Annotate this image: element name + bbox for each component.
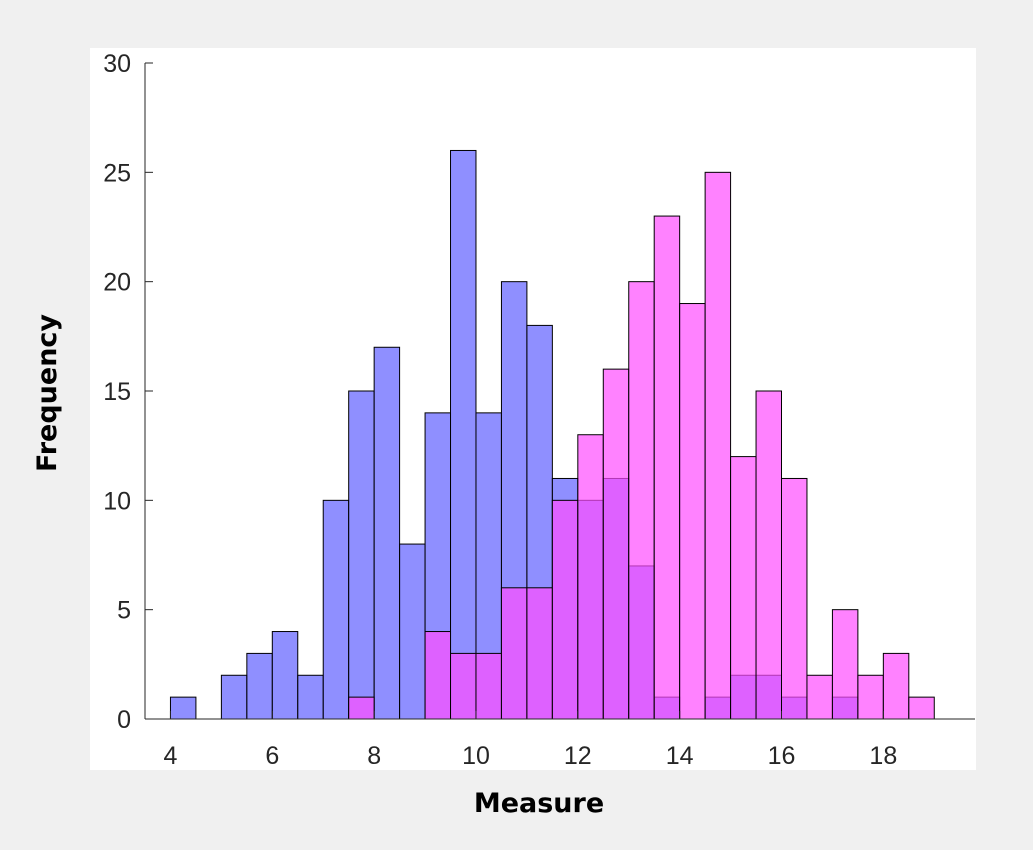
bar-series-1-bin-5.5 — [246, 652, 273, 720]
y-tick-label: 10 — [103, 487, 131, 515]
y-axis-title: Frequency — [32, 314, 63, 472]
bar-series-2-bin-10.5 — [500, 587, 528, 720]
bar-series-1-bin-7 — [322, 499, 350, 720]
bars-group — [169, 149, 935, 720]
x-tick-label: 6 — [265, 742, 279, 770]
bar-series-2-bin-16.5 — [806, 674, 833, 720]
bar-series-2-bin-10 — [475, 652, 502, 720]
x-tick-label: 4 — [164, 742, 178, 770]
bar-series-2-bin-17.5 — [857, 674, 884, 720]
bar-series-2-bin-15.5 — [755, 390, 783, 720]
bar-series-2-bin-17 — [831, 609, 859, 720]
bar-series-2-bin-9 — [424, 631, 452, 720]
bar-series-1-bin-6.5 — [297, 674, 324, 720]
bar-series-2-bin-15 — [730, 456, 757, 720]
bar-series-1-bin-6 — [271, 631, 299, 720]
bar-series-2-bin-13 — [628, 281, 655, 720]
bar-series-2-bin-12.5 — [602, 368, 630, 720]
y-tick-label: 0 — [117, 706, 131, 734]
axes-group: 4 6 8 10 12 14 16 18 0 5 10 15 20 25 30 — [103, 50, 975, 770]
y-tick-label: 25 — [103, 159, 131, 187]
bar-series-2-bin-18.5 — [908, 696, 935, 720]
bar-series-1-bin-8 — [373, 346, 401, 720]
x-tick-label: 14 — [666, 742, 694, 770]
bar-series-2-bin-14.5 — [704, 171, 732, 720]
y-tick-label: 5 — [117, 597, 131, 625]
bar-series-1-bin-7.5 — [348, 390, 375, 720]
y-tick-label: 30 — [103, 50, 131, 78]
bar-series-2-bin-13.5 — [653, 215, 681, 720]
x-tick-label: 16 — [768, 742, 796, 770]
x-tick-label: 18 — [869, 742, 897, 770]
bar-series-2-bin-14 — [679, 303, 706, 720]
bar-series-2-bin-7.5 — [348, 696, 375, 720]
x-tick-label: 8 — [367, 742, 381, 770]
x-axis-title: Measure — [474, 788, 604, 819]
bar-series-1-bin-9.5 — [450, 149, 477, 720]
x-tick-label: 10 — [462, 742, 490, 770]
y-tick-label: 15 — [103, 378, 131, 406]
bar-series-2-bin-16 — [781, 477, 808, 720]
bar-series-2-bin-11.5 — [551, 499, 579, 720]
bar-series-1-bin-5 — [220, 674, 248, 720]
bar-series-2-bin-18 — [882, 652, 910, 720]
x-tick-label: 12 — [564, 742, 592, 770]
y-tick-label: 20 — [103, 269, 131, 297]
bar-series-1-bin-4 — [169, 696, 197, 720]
bar-series-2-bin-12 — [577, 434, 604, 720]
bar-series-2-bin-9.5 — [450, 652, 477, 720]
bar-series-2-bin-11 — [526, 587, 553, 720]
bar-series-1-bin-8.5 — [399, 543, 426, 720]
